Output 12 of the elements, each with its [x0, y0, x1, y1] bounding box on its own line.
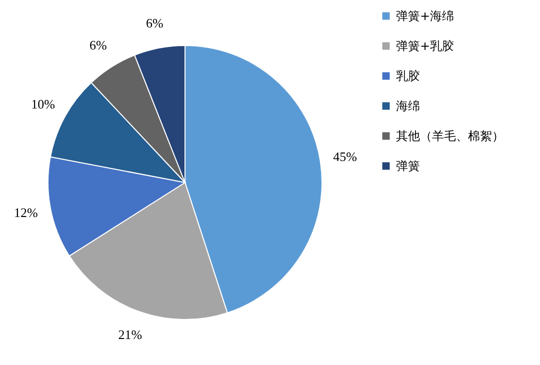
legend-label: 其他（羊毛、棉絮）	[396, 129, 504, 143]
data-label: 45%	[333, 149, 358, 164]
legend-label: 海绵	[396, 99, 420, 113]
data-label: 10%	[31, 96, 56, 112]
data-label: 21%	[118, 326, 142, 342]
legend-label: 弹簧	[396, 159, 420, 173]
data-label: 6%	[90, 38, 108, 53]
legend-label: 弹簧+海绵	[396, 9, 454, 23]
legend-label: 乳胶	[396, 69, 420, 83]
legend-label: 弹簧+乳胶	[396, 39, 454, 53]
data-label: 6%	[146, 15, 164, 30]
data-label: 12%	[14, 204, 38, 220]
